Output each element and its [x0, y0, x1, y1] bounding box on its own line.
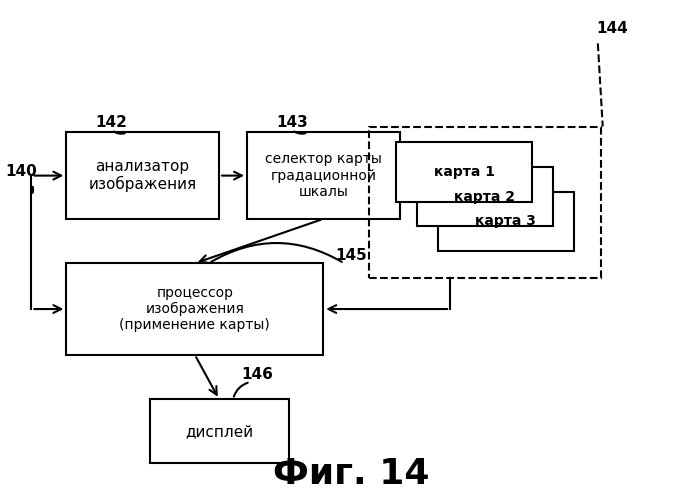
Text: дисплей: дисплей	[185, 424, 253, 439]
Bar	[396, 142, 532, 202]
Text: 140: 140	[5, 165, 37, 179]
Bar	[150, 399, 288, 464]
Text: 143: 143	[276, 115, 308, 130]
Text: карта 2: карта 2	[454, 190, 515, 204]
Text: карта 3: карта 3	[475, 214, 536, 228]
Bar	[66, 263, 323, 355]
Text: селектор карты
градационной
шкалы: селектор карты градационной шкалы	[265, 153, 382, 199]
Text: 145: 145	[335, 248, 367, 263]
Bar	[368, 127, 601, 278]
Text: 142: 142	[95, 115, 127, 130]
Bar	[247, 132, 400, 219]
Text: 146: 146	[241, 367, 273, 382]
Text: анализатор
изображения: анализатор изображения	[89, 159, 197, 192]
Text: карта 1: карта 1	[433, 165, 495, 179]
Text: процессор
изображения
(применение карты): процессор изображения (применение карты)	[120, 286, 270, 332]
Bar	[438, 192, 573, 251]
Bar	[66, 132, 219, 219]
Bar	[417, 167, 553, 226]
Text: Фиг. 14: Фиг. 14	[273, 457, 429, 491]
Text: 144: 144	[596, 21, 628, 36]
